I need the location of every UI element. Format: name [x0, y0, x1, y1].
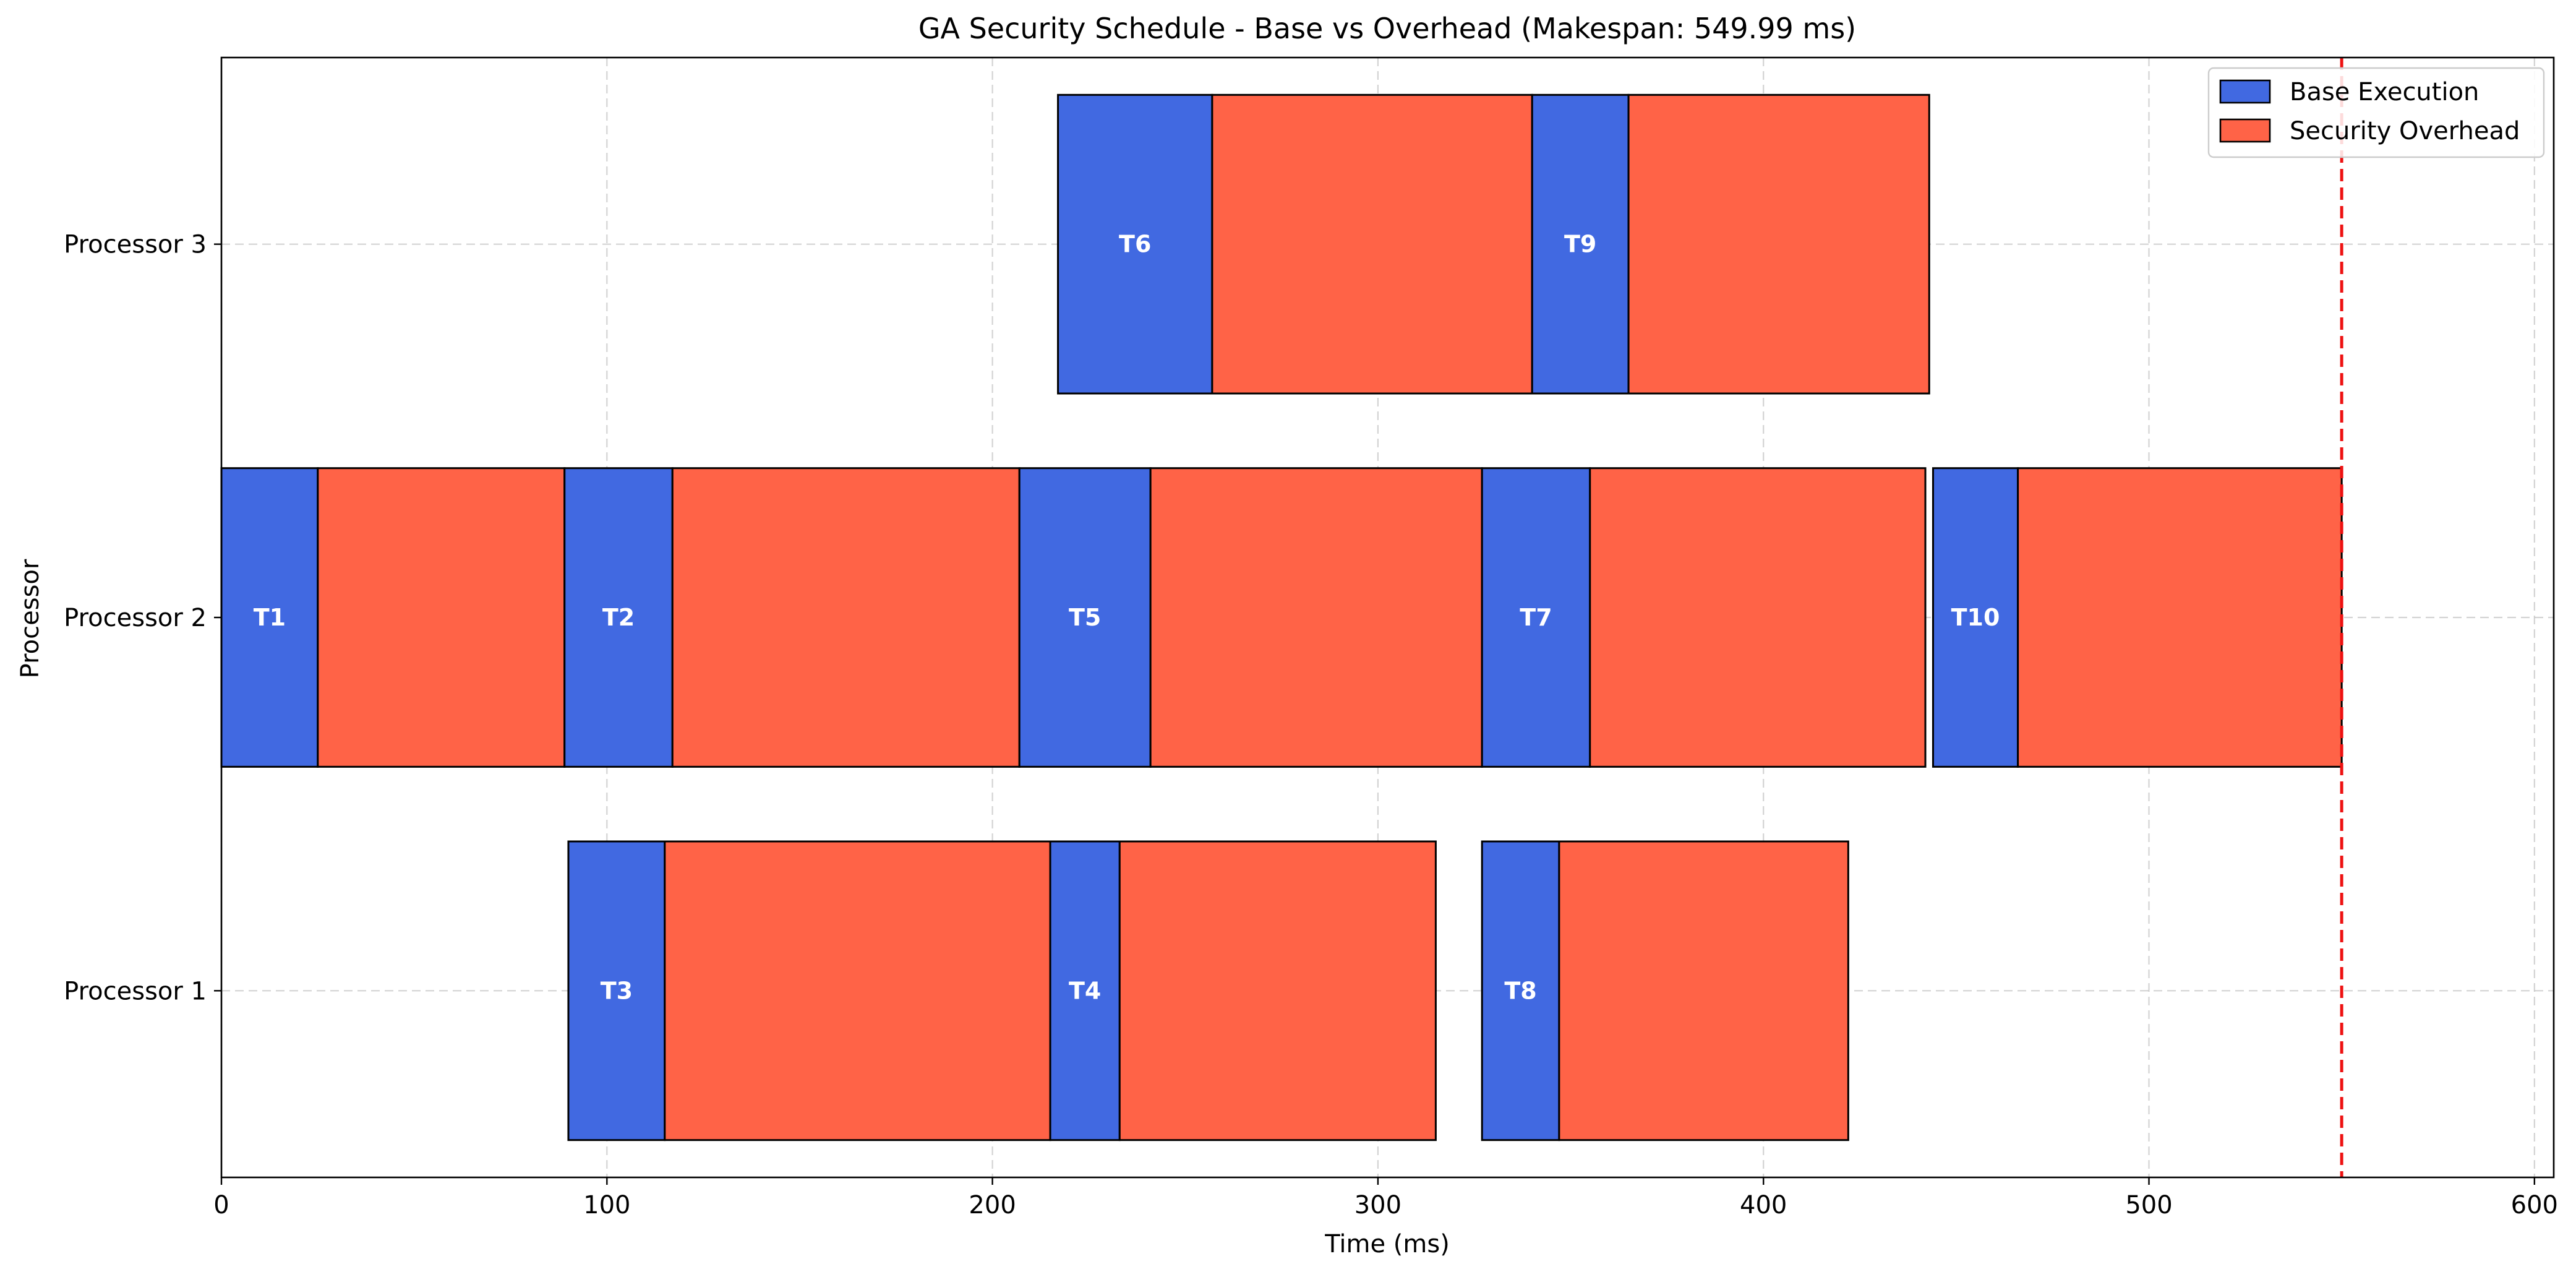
task-t8: T8: [1481, 840, 1849, 1142]
y-axis-label: Processor: [16, 559, 45, 678]
bars-layer: T1 T2 T5 T7 T10 T3 T4 T8 T6 T9: [220, 93, 2343, 1142]
task-label: T8: [1504, 977, 1536, 1004]
task-t5: T5: [1018, 467, 1483, 768]
security-overhead-bar: [1149, 467, 1483, 768]
y-tick-label-processor-3: Processor 3: [64, 231, 207, 259]
legend-label-security-overhead: Security Overhead: [2290, 117, 2520, 145]
task-label: T3: [601, 977, 633, 1004]
base-execution-bar: [1018, 467, 1152, 768]
legend: Base Execution Security Overhead: [2207, 67, 2545, 158]
task-t9: T9: [1531, 93, 1930, 395]
base-execution-bar: [1932, 467, 2019, 768]
chart-title: GA Security Schedule - Base vs Overhead …: [918, 12, 1856, 45]
base-execution-bar: [1049, 840, 1121, 1142]
x-tick-label: 0: [213, 1191, 229, 1219]
task-t10: T10: [1932, 467, 2343, 768]
security-overhead-bar: [671, 467, 1021, 768]
task-t1: T1: [220, 467, 566, 768]
y-tick-label-processor-2: Processor 2: [64, 604, 207, 632]
x-tick-label: 200: [969, 1191, 1016, 1219]
task-label: T1: [254, 604, 286, 631]
security-overhead-bar: [1589, 467, 1927, 768]
security-overhead-bar: [2017, 467, 2343, 768]
base-execution-bar: [1057, 93, 1213, 395]
task-label: T5: [1069, 604, 1101, 631]
legend-label-base-execution: Base Execution: [2290, 78, 2479, 106]
x-tick-label: 500: [2125, 1191, 2172, 1219]
security-overhead-bar: [1211, 93, 1533, 395]
task-label: T2: [602, 604, 635, 631]
task-label: T10: [1951, 604, 2000, 631]
base-execution-bar: [1481, 840, 1560, 1142]
ticks-layer: 0 100 200 300 400 500 600 Processor 1 Processor …: [64, 231, 2558, 1219]
x-tick-label: 100: [583, 1191, 630, 1219]
task-label: T9: [1564, 231, 1596, 258]
task-t2: T2: [563, 467, 1021, 768]
legend-swatch-base-execution: [2219, 79, 2271, 104]
legend-frame: [2207, 67, 2545, 158]
task-label: T4: [1069, 977, 1101, 1004]
task-t7: T7: [1481, 467, 1927, 768]
security-overhead-bar: [664, 840, 1051, 1142]
base-execution-bar: [1531, 93, 1630, 395]
task-t6: T6: [1057, 93, 1533, 395]
base-execution-bar: [220, 467, 319, 768]
legend-swatch-security-overhead: [2219, 118, 2271, 143]
task-label: T7: [1520, 604, 1552, 631]
security-overhead-bar: [1118, 840, 1437, 1142]
task-t3: T3: [567, 840, 1051, 1142]
base-execution-bar: [1481, 467, 1591, 768]
x-axis-label: Time (ms): [1324, 1230, 1450, 1258]
x-tick-label: 300: [1354, 1191, 1401, 1219]
task-label: T6: [1119, 231, 1151, 258]
security-overhead-bar: [317, 467, 566, 768]
security-overhead-bar: [1558, 840, 1849, 1142]
base-execution-bar: [567, 840, 666, 1142]
x-tick-label: 400: [1740, 1191, 1787, 1219]
task-t4: T4: [1049, 840, 1437, 1142]
y-tick-label-processor-1: Processor 1: [64, 977, 207, 1005]
x-tick-label: 600: [2511, 1191, 2558, 1219]
security-overhead-bar: [1627, 93, 1930, 395]
